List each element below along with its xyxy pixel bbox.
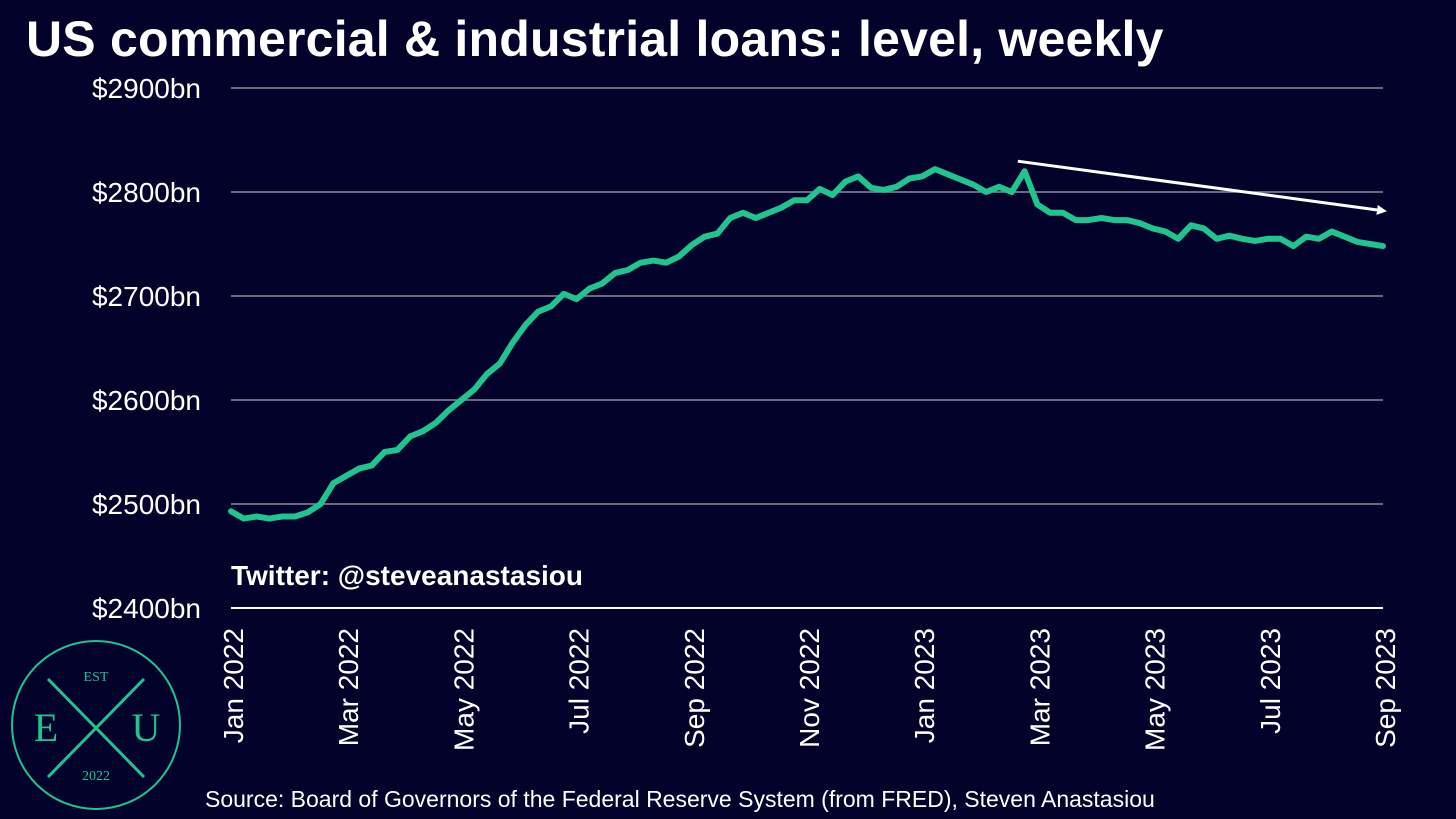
twitter-credit: Twitter: @steveanastasiou [231, 560, 583, 591]
y-tick-label: $2600bn [92, 385, 201, 416]
source-note: Source: Board of Governors of the Federa… [205, 786, 1155, 812]
x-tick-label: Jan 2022 [218, 628, 249, 743]
x-tick-label: May 2022 [448, 628, 479, 751]
x-tick-label: Nov 2022 [794, 628, 825, 748]
y-tick-label: $2500bn [92, 489, 201, 520]
x-tick-label: Sep 2023 [1370, 628, 1401, 748]
logo-u-letter: U [132, 705, 161, 750]
x-tick-label: Mar 2023 [1024, 628, 1055, 746]
logo-est-text: EST [84, 670, 109, 685]
trend-arrow [1017, 159, 1387, 215]
eu-logo: EST E U 2022 [10, 639, 182, 811]
logo-year-text: 2022 [82, 769, 110, 784]
x-tick-label: Jan 2023 [909, 628, 940, 743]
y-tick-label: $2800bn [92, 177, 201, 208]
x-tick-label: May 2023 [1140, 628, 1171, 751]
x-tick-label: Jul 2022 [564, 628, 595, 734]
y-tick-label: $2400bn [92, 593, 201, 624]
logo-e-letter: E [34, 705, 58, 750]
x-tick-label: Jul 2023 [1255, 628, 1286, 734]
x-tick-label: Sep 2022 [679, 628, 710, 748]
y-tick-label: $2700bn [92, 281, 201, 312]
loans-line [228, 166, 1386, 522]
y-tick-label: $2900bn [92, 73, 201, 104]
x-tick-label: Mar 2022 [333, 628, 364, 746]
chart-title: US commercial & industrial loans: level,… [26, 11, 1164, 67]
